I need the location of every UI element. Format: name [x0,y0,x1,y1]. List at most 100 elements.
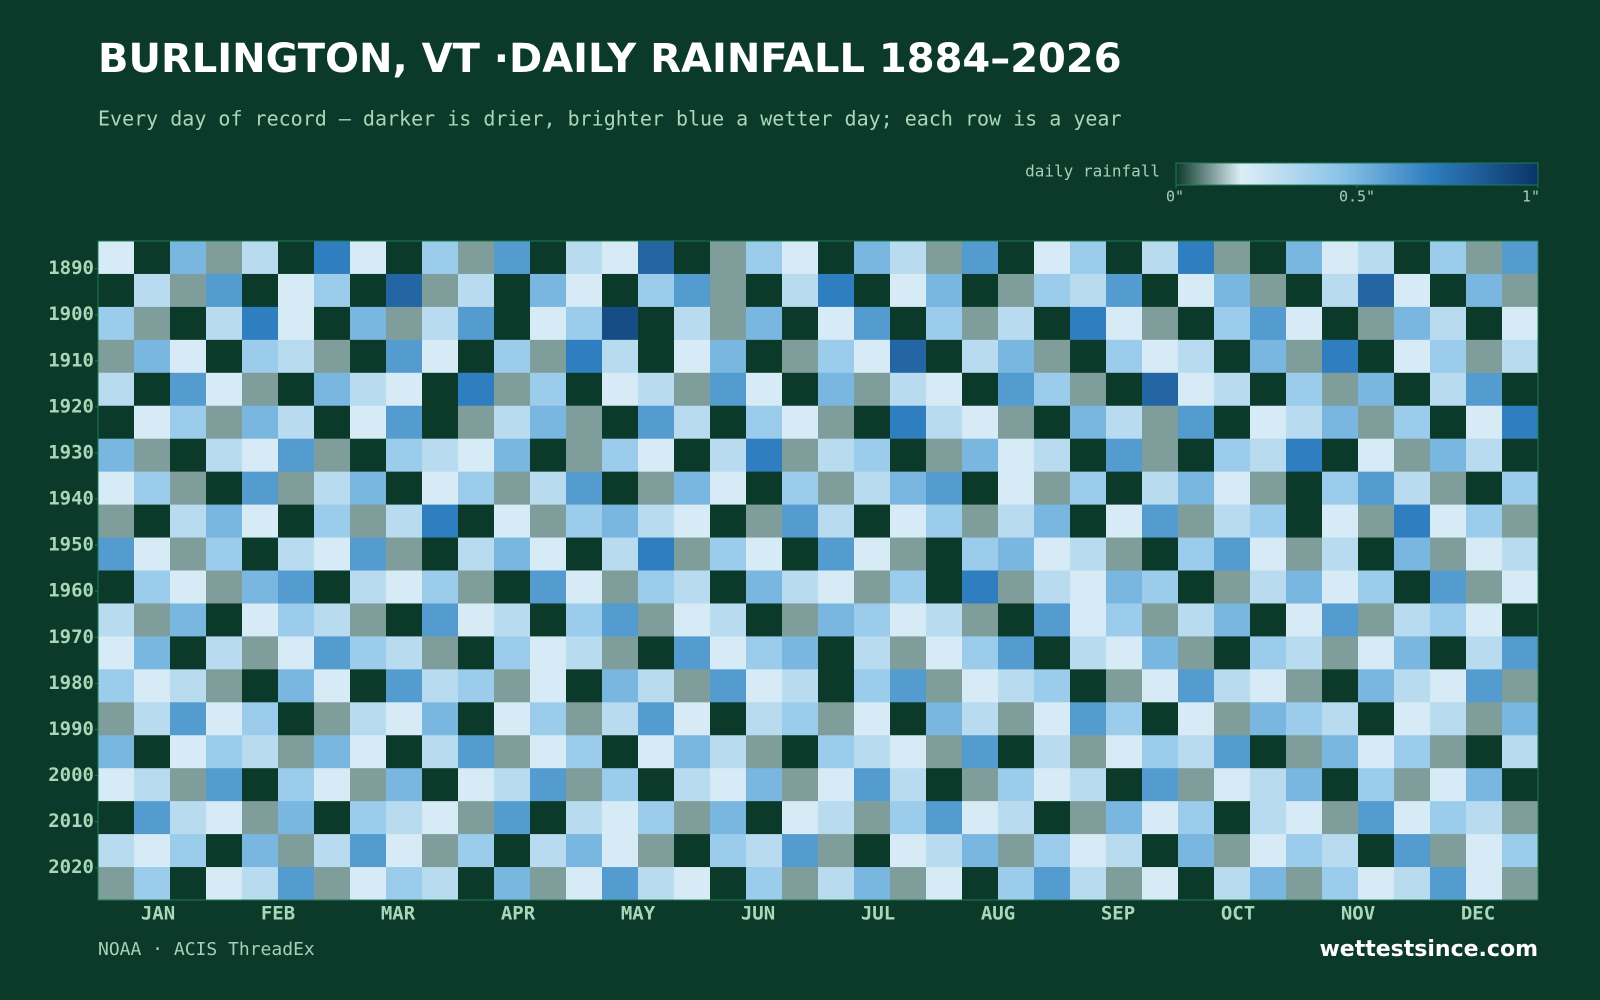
cell [926,537,963,571]
cell [422,603,459,637]
cell [1070,603,1107,637]
cell [638,669,675,703]
cell [98,834,135,868]
cell [170,504,207,539]
cell [458,372,495,407]
cell [1430,570,1467,604]
cell [1358,537,1395,571]
cell [350,636,387,670]
cell [134,867,171,901]
cell [1070,471,1107,506]
cell [602,438,639,473]
cell [494,241,531,275]
cell [386,867,423,901]
cell [1358,801,1395,835]
cell [494,504,531,539]
cell [818,603,855,637]
cell [602,372,639,407]
cell [998,834,1035,868]
x-tick-label: JUL [861,903,895,925]
cell [962,801,999,835]
cell [1250,669,1287,703]
cell [926,339,963,374]
cell [98,801,135,835]
cell [1034,372,1071,407]
cell [170,537,207,571]
cell [710,273,747,308]
cell [242,867,279,901]
cell [1394,768,1431,802]
cell [1106,504,1143,539]
cell [1430,273,1467,308]
cell [890,801,927,835]
chart-title: BURLINGTON, VT ·DAILY RAINFALL 1884–2026 [98,36,1122,82]
cell [1250,438,1287,473]
cell [386,702,423,736]
cell [1250,372,1287,407]
cell [530,867,567,901]
cell [1358,241,1395,275]
cell [746,570,783,604]
cell [1142,636,1179,670]
cell [242,768,279,802]
cell [674,570,711,604]
brand: wettestsince.com [1319,937,1538,962]
cell [386,636,423,670]
cell [206,735,243,769]
cell [638,702,675,736]
cell [1322,372,1359,407]
cell [1394,669,1431,703]
cell [1466,405,1503,440]
cell [1322,669,1359,703]
cell [1394,801,1431,835]
cell [926,735,963,769]
cell [278,504,315,539]
cell [1286,537,1323,571]
cell [962,867,999,901]
cell [314,570,351,604]
cell [782,537,819,571]
cell [530,405,567,440]
cell [98,669,135,703]
cell [710,241,747,275]
cell [1358,603,1395,637]
cell [278,768,315,802]
cell [1430,636,1467,670]
cell [422,537,459,571]
cell [242,603,279,637]
cell [1214,801,1251,835]
cell [1250,273,1287,308]
cell [566,537,603,571]
cell [278,405,315,440]
cell [206,801,243,835]
cell [1394,735,1431,769]
cell [1106,603,1143,637]
cell [242,702,279,736]
cell [1502,306,1539,341]
cell [1286,801,1323,835]
cell [458,537,495,571]
cell [1322,636,1359,670]
cell [458,801,495,835]
cell [818,504,855,539]
cell [278,438,315,473]
cell [494,438,531,473]
cell [98,372,135,407]
cell [1286,702,1323,736]
cell [782,372,819,407]
cell [998,768,1035,802]
cell [350,405,387,440]
cell [962,669,999,703]
cell [1466,537,1503,571]
cell [314,801,351,835]
cell [674,702,711,736]
cell [386,471,423,506]
cell [1358,438,1395,473]
cell [422,768,459,802]
y-tick-label: 1990 [48,718,94,740]
cell [566,603,603,637]
cell [1034,570,1071,604]
cell [1142,801,1179,835]
cell [458,405,495,440]
cell [314,273,351,308]
